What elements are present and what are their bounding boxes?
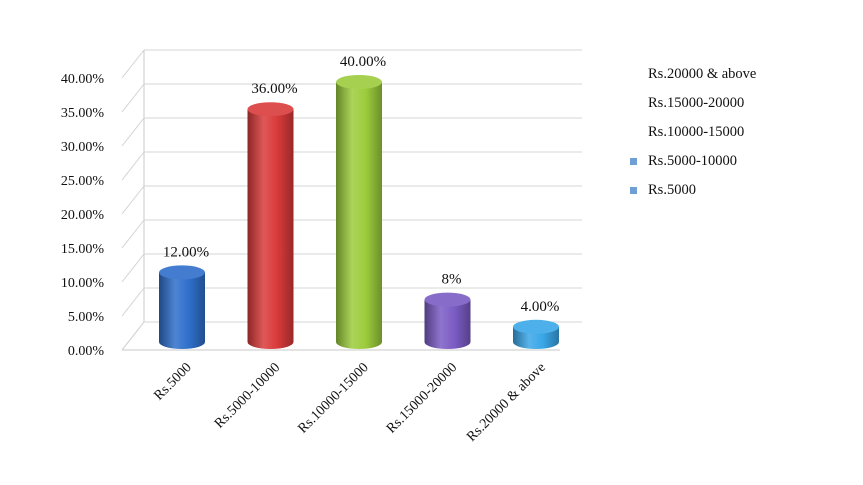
gridline-diagonal xyxy=(121,287,145,317)
x-tick-label: Rs.5000-10000 xyxy=(212,360,283,431)
bar-1 xyxy=(159,265,205,349)
bar-body xyxy=(424,299,471,349)
bar-top xyxy=(247,102,294,117)
y-tick-label: 10.00% xyxy=(61,276,105,291)
gridline-diagonal xyxy=(121,321,145,351)
chart-bars xyxy=(159,75,559,349)
x-axis-labels: Rs.5000 Rs.5000-10000 Rs.10000-15000 Rs.150… xyxy=(151,360,548,445)
bar-4 xyxy=(424,292,471,349)
gridline-diagonal xyxy=(121,151,145,181)
data-label: 36.00% xyxy=(251,81,297,97)
y-tick-label: 15.00% xyxy=(61,242,105,257)
x-tick-label: Rs.15000-20000 xyxy=(384,360,460,436)
legend-label: Rs.20000 & above xyxy=(648,66,757,82)
legend-label: Rs.5000 xyxy=(648,182,696,198)
data-label: 8% xyxy=(442,272,462,288)
y-tick-label: 0.00% xyxy=(68,344,105,359)
legend-item: Rs.20000 & above xyxy=(630,60,756,89)
y-tick-label: 30.00% xyxy=(61,140,105,155)
bar-5 xyxy=(513,319,559,349)
gridline-diagonal xyxy=(121,185,145,215)
legend-label: Rs.15000-20000 xyxy=(648,95,745,111)
bar-top xyxy=(159,265,205,280)
x-tick-label: Rs.10000-15000 xyxy=(295,360,371,436)
y-tick-label: 35.00% xyxy=(61,106,105,121)
gridline-diagonal xyxy=(121,83,145,113)
bar-body xyxy=(159,272,205,349)
bar-body xyxy=(247,109,294,349)
legend-swatch xyxy=(630,158,637,165)
legend-swatch xyxy=(630,187,637,194)
x-tick-label: Rs.5000 xyxy=(151,360,194,403)
legend-item: Rs.15000-20000 xyxy=(630,89,756,118)
legend-label: Rs.10000-15000 xyxy=(648,124,745,140)
legend-label: Rs.5000-10000 xyxy=(648,153,738,169)
bar-top xyxy=(424,292,471,307)
gridline-diagonal xyxy=(121,49,145,79)
legend-item: Rs.10000-15000 xyxy=(630,118,756,147)
x-tick-label: Rs.20000 & above xyxy=(464,360,549,445)
data-label: 40.00% xyxy=(340,54,386,70)
y-axis-ticks: 0.00% 5.00% 10.00% 15.00% 20.00% 25.00% 30.00%… xyxy=(61,72,105,359)
legend-item: Rs.5000-10000 xyxy=(630,147,756,176)
gridline-diagonal xyxy=(121,219,145,249)
gridline-diagonal xyxy=(121,253,145,283)
data-label: 4.00% xyxy=(521,299,560,315)
bar-top xyxy=(336,75,382,89)
y-tick-label: 25.00% xyxy=(61,174,105,189)
legend-item: Rs.5000 xyxy=(630,176,756,205)
y-tick-label: 40.00% xyxy=(61,72,105,87)
y-tick-label: 20.00% xyxy=(61,208,105,223)
data-label: 12.00% xyxy=(163,244,209,260)
y-tick-label: 5.00% xyxy=(68,310,105,325)
bar-2 xyxy=(247,102,294,349)
bar-body xyxy=(336,82,382,349)
data-labels: 12.00% 36.00% 40.00% 8% 4.00% xyxy=(163,54,560,315)
chart-legend: Rs.20000 & above Rs.15000-20000 Rs.10000-1… xyxy=(630,60,756,205)
bar-3 xyxy=(336,75,382,349)
gridline-diagonal xyxy=(121,117,145,147)
bar-top xyxy=(513,319,559,334)
